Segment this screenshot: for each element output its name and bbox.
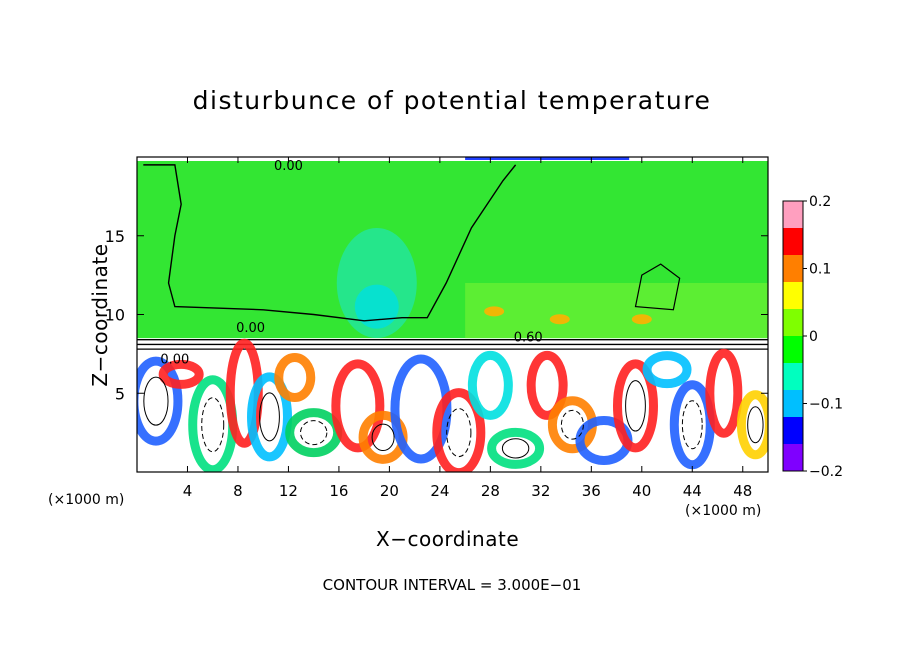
warm-spot-0 xyxy=(549,314,570,325)
lower-contour-6 xyxy=(501,438,530,459)
x-tick-label-9: 40 xyxy=(632,482,651,500)
turbulent-eddy-20 xyxy=(736,390,768,460)
contour-closed-right xyxy=(634,263,681,311)
lower-contour-5 xyxy=(446,408,472,458)
colorbar-segment-9 xyxy=(783,444,803,472)
lower-contour-1 xyxy=(201,397,225,453)
turbulent-eddy-5 xyxy=(274,353,316,402)
turbulent-eddy-16 xyxy=(612,359,658,453)
turbulent-eddy-17 xyxy=(642,351,692,389)
colorbar-tick-label-3: −0.1 xyxy=(809,397,843,413)
lower-contour-10 xyxy=(747,406,764,444)
y-axis-label: Z−coordinate xyxy=(88,243,112,387)
x-tick-label-7: 32 xyxy=(531,482,550,500)
contour-label-1: 0.00 xyxy=(236,321,265,336)
lower-contour-0 xyxy=(143,376,169,426)
x-tick-label-10: 44 xyxy=(683,482,702,500)
turbulent-eddy-12 xyxy=(487,427,545,469)
cool-plume-core xyxy=(354,284,399,329)
colorbar-segment-6 xyxy=(783,363,803,391)
x-tick-label-4: 20 xyxy=(380,482,399,500)
turbulent-eddy-19 xyxy=(705,348,743,438)
field-layers: 0.00 0.00 0.60 0.00 xyxy=(137,157,768,472)
lower-layer xyxy=(137,353,768,472)
contour-zero-upper xyxy=(143,164,517,322)
turbulent-eddy-13 xyxy=(526,350,568,420)
turbulent-eddy-10 xyxy=(432,388,486,472)
top-band xyxy=(137,157,768,161)
x-tick-label-8: 36 xyxy=(582,482,601,500)
x-unit-label-left: (×1000 m) xyxy=(48,492,125,508)
colorbar-segment-0 xyxy=(783,201,803,229)
turbulent-eddy-9 xyxy=(390,354,452,464)
x-tick-label-2: 12 xyxy=(279,482,298,500)
turbulent-eddy-1 xyxy=(158,359,204,389)
x-tick-label-11: 48 xyxy=(733,482,752,500)
colorbar-segment-8 xyxy=(783,417,803,445)
colorbar-tick-label-4: −0.2 xyxy=(809,464,843,480)
colorbar-segment-1 xyxy=(783,228,803,256)
lower-contour-9 xyxy=(681,400,703,450)
x-tick-label-0: 4 xyxy=(183,482,193,500)
y-tick-label-2: 15 xyxy=(105,227,125,246)
turbulent-eddy-7 xyxy=(331,359,385,453)
lower-contour-4 xyxy=(371,423,395,452)
heatmap-field: 0.00 0.00 0.60 0.00 xyxy=(137,157,768,472)
colorbar-tick-label-0: 0.2 xyxy=(809,194,831,210)
colorbar-segment-2 xyxy=(783,255,803,283)
y-tick-label-0: 5 xyxy=(115,384,125,403)
colorbar-segment-3 xyxy=(783,282,803,310)
colorbar-tick-label-2: 0 xyxy=(809,329,818,345)
warm-spot-1 xyxy=(631,314,652,325)
top-band-blue xyxy=(465,157,630,160)
y-tick-label-1: 10 xyxy=(105,306,125,325)
turbulent-eddy-0 xyxy=(137,356,183,446)
colorbar-segment-4 xyxy=(783,309,803,337)
contour-label-3: 0.00 xyxy=(160,353,189,368)
lower-contour-8 xyxy=(625,380,646,432)
chart-title: disturbunce of potential temperature xyxy=(192,86,712,115)
x-axis-ticks: 4 8 12 16 20 24 28 32 36 40 44 48 xyxy=(183,157,752,500)
x-tick-label-1: 8 xyxy=(233,482,243,500)
lower-contour-3 xyxy=(299,420,328,446)
inversion-band xyxy=(137,339,768,354)
x-axis-label: X−coordinate xyxy=(376,527,520,551)
turbulent-eddy-18 xyxy=(669,380,715,470)
contour-interval-note: CONTOUR INTERVAL = 3.000E−01 xyxy=(322,576,582,594)
x-unit-label-right: (×1000 m) xyxy=(685,503,762,519)
x-tick-label-6: 28 xyxy=(481,482,500,500)
warm-spot-2 xyxy=(484,306,505,317)
x-tick-label-3: 16 xyxy=(329,482,348,500)
y-axis-ticks: 5 10 15 xyxy=(105,227,768,403)
x-tick-label-5: 24 xyxy=(430,482,449,500)
turbulent-eddy-4 xyxy=(247,372,293,462)
colorbar-segment-7 xyxy=(783,390,803,418)
turbulent-eddy-11 xyxy=(467,350,513,420)
colorbar-segment-5 xyxy=(783,336,803,364)
colorbar-tick-label-1: 0.1 xyxy=(809,262,831,278)
colorbar: 0.2 0.1 0 −0.1 −0.2 xyxy=(782,194,843,480)
upper-layer-warm-band xyxy=(465,283,768,339)
contour-label-2: 0.60 xyxy=(514,331,543,346)
contour-label-0: 0.00 xyxy=(274,159,303,174)
lower-contour-2 xyxy=(259,392,280,442)
lower-contour-7 xyxy=(560,409,584,440)
